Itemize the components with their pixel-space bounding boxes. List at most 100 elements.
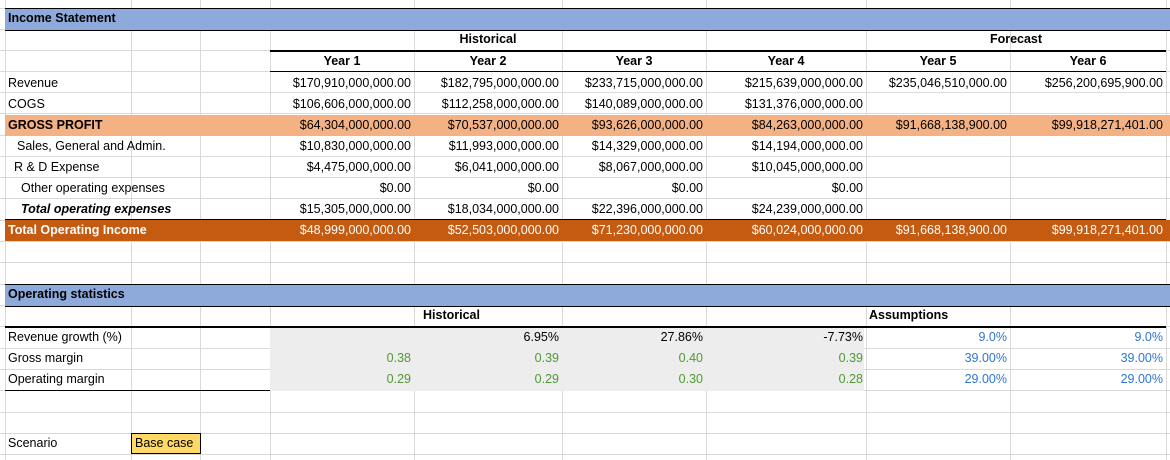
income-value-cell[interactable]: $91,668,138,900.00 (895, 118, 1007, 132)
income-value-cell[interactable]: $71,230,000,000.00 (591, 223, 703, 237)
income-value-cell[interactable]: $215,639,000,000.00 (744, 76, 863, 90)
income-value-cell[interactable]: $112,258,000,000.00 (441, 97, 559, 111)
stats-value-cell[interactable]: 0.38 (386, 351, 411, 365)
income-value-cell[interactable]: $10,830,000,000.00 (299, 139, 411, 153)
year-header-cell[interactable]: Year 2 (469, 54, 507, 68)
income-value-cell[interactable] (866, 94, 1010, 115)
income-row-label[interactable]: Sales, General and Admin. (17, 139, 166, 153)
stats-assumptions-header[interactable]: Assumptions (869, 308, 949, 322)
income-value-cell[interactable]: $14,194,000,000.00 (751, 139, 863, 153)
income-value-cell[interactable]: $99,918,271,401.00 (1051, 223, 1163, 237)
income-value-cell[interactable]: $10,045,000,000.00 (751, 160, 863, 174)
year-header-cell[interactable]: Year 5 (919, 54, 957, 68)
stats-header-rule (5, 326, 1166, 328)
income-row-label[interactable]: GROSS PROFIT (8, 118, 103, 132)
income-value-cell[interactable]: $64,304,000,000.00 (299, 118, 411, 132)
income-value-cell[interactable]: $84,263,000,000.00 (751, 118, 863, 132)
income-value-cell[interactable] (866, 178, 1010, 199)
income-statement-title[interactable]: Income Statement (8, 11, 116, 25)
income-value-cell[interactable]: $235,046,510,000.00 (888, 76, 1007, 90)
stats-value-cell[interactable]: 27.86% (660, 330, 703, 344)
income-value-cell[interactable]: $0.00 (831, 181, 863, 195)
income-row-label[interactable]: Other operating expenses (21, 181, 165, 195)
income-value-cell[interactable]: $52,503,000,000.00 (447, 223, 559, 237)
forecast-header[interactable]: Forecast (989, 32, 1043, 46)
stats-row-label[interactable]: Revenue growth (%) (8, 330, 122, 344)
operating-statistics-title[interactable]: Operating statistics (8, 287, 125, 301)
year-header-cell[interactable]: Year 3 (615, 54, 653, 68)
grid-row-line (0, 113, 1170, 114)
stats-value-cell[interactable]: 0.29 (534, 372, 559, 386)
income-value-cell[interactable]: $48,999,000,000.00 (299, 223, 411, 237)
income-value-cell[interactable]: $6,041,000,000.00 (454, 160, 559, 174)
operating-income-band (5, 220, 1170, 241)
income-value-cell[interactable] (1010, 178, 1166, 199)
stats-value-cell[interactable]: 39.00% (964, 351, 1007, 365)
stats-value-cell[interactable]: 0.30 (678, 372, 703, 386)
total-opex-rule (5, 219, 1166, 220)
income-statement-header-band (5, 8, 1170, 31)
gross-profit-band (5, 115, 1170, 136)
income-value-cell[interactable]: $8,067,000,000.00 (598, 160, 703, 174)
income-value-cell[interactable]: $131,376,000,000.00 (744, 97, 863, 111)
income-value-cell[interactable] (1010, 136, 1166, 157)
income-value-cell[interactable] (1010, 157, 1166, 178)
income-value-cell[interactable]: $182,795,000,000.00 (440, 76, 559, 90)
income-value-cell[interactable]: $70,537,000,000.00 (447, 118, 559, 132)
income-row-label[interactable]: Revenue (8, 76, 59, 90)
year-header-cell[interactable]: Year 6 (1069, 54, 1107, 68)
income-row-label[interactable]: R & D Expense (14, 160, 100, 174)
income-row-label[interactable]: Total operating expenses (21, 202, 172, 216)
stats-value-cell[interactable]: 29.00% (964, 372, 1007, 386)
income-value-cell[interactable]: $15,305,000,000.00 (299, 202, 411, 216)
income-value-cell[interactable]: $99,918,271,401.00 (1051, 118, 1163, 132)
stats-value-cell[interactable]: 0.39 (838, 351, 863, 365)
income-value-cell[interactable] (866, 199, 1010, 220)
income-value-cell[interactable]: $11,993,000,000.00 (448, 139, 559, 153)
income-value-cell[interactable] (1010, 199, 1166, 220)
income-value-cell[interactable]: $60,024,000,000.00 (751, 223, 863, 237)
stats-value-cell[interactable]: 6.95% (523, 330, 559, 344)
stats-value-cell[interactable]: 29.00% (1120, 372, 1163, 386)
scenario-label[interactable]: Scenario (8, 436, 58, 450)
stats-historical-fill (270, 328, 864, 391)
stats-historical-header[interactable]: Historical (423, 308, 480, 322)
income-value-cell[interactable]: $18,034,000,000.00 (447, 202, 559, 216)
stats-value-cell[interactable]: 0.39 (534, 351, 559, 365)
stats-value-cell[interactable]: 0.40 (678, 351, 703, 365)
income-value-cell[interactable] (866, 157, 1010, 178)
historical-header[interactable]: Historical (459, 32, 517, 46)
scenario-input[interactable]: Base case (131, 433, 201, 454)
grid-row-line (0, 412, 1170, 413)
income-value-cell[interactable]: $0.00 (671, 181, 703, 195)
stats-value-cell[interactable]: -7.73% (823, 330, 863, 344)
stats-value-cell[interactable]: 9.0% (1134, 330, 1164, 344)
income-value-cell[interactable]: $14,329,000,000.00 (591, 139, 703, 153)
income-value-cell[interactable]: $140,089,000,000.00 (584, 97, 703, 111)
income-value-cell[interactable]: $93,626,000,000.00 (591, 118, 703, 132)
stats-value-cell[interactable] (270, 327, 414, 348)
income-value-cell[interactable]: $106,606,000,000.00 (292, 97, 411, 111)
year-header-cell[interactable]: Year 4 (767, 54, 805, 68)
stats-value-cell[interactable]: 9.0% (978, 330, 1008, 344)
income-value-cell[interactable]: $4,475,000,000.00 (306, 160, 411, 174)
income-value-cell[interactable]: $24,239,000,000.00 (751, 202, 863, 216)
income-value-cell[interactable] (866, 136, 1010, 157)
stats-row-label[interactable]: Operating margin (8, 372, 105, 386)
stats-value-cell[interactable]: 0.28 (838, 372, 863, 386)
stats-row-label[interactable]: Gross margin (8, 351, 84, 365)
stats-value-cell[interactable]: 0.29 (386, 372, 411, 386)
grid-row-line (0, 92, 1170, 93)
year-header-cell[interactable]: Year 1 (323, 54, 361, 68)
income-value-cell[interactable] (1010, 94, 1166, 115)
income-value-cell[interactable]: $170,910,000,000.00 (292, 76, 411, 90)
stats-value-cell[interactable]: 39.00% (1120, 351, 1163, 365)
income-value-cell[interactable]: $233,715,000,000.00 (584, 76, 703, 90)
income-value-cell[interactable]: $256,200,695,900.00 (1044, 76, 1163, 90)
income-value-cell[interactable]: $91,668,138,900.00 (895, 223, 1007, 237)
income-row-label[interactable]: Total Operating Income (8, 223, 147, 237)
income-value-cell[interactable]: $22,396,000,000.00 (591, 202, 703, 216)
income-value-cell[interactable]: $0.00 (527, 181, 559, 195)
income-row-label[interactable]: COGS (8, 97, 45, 111)
income-value-cell[interactable]: $0.00 (379, 181, 411, 195)
